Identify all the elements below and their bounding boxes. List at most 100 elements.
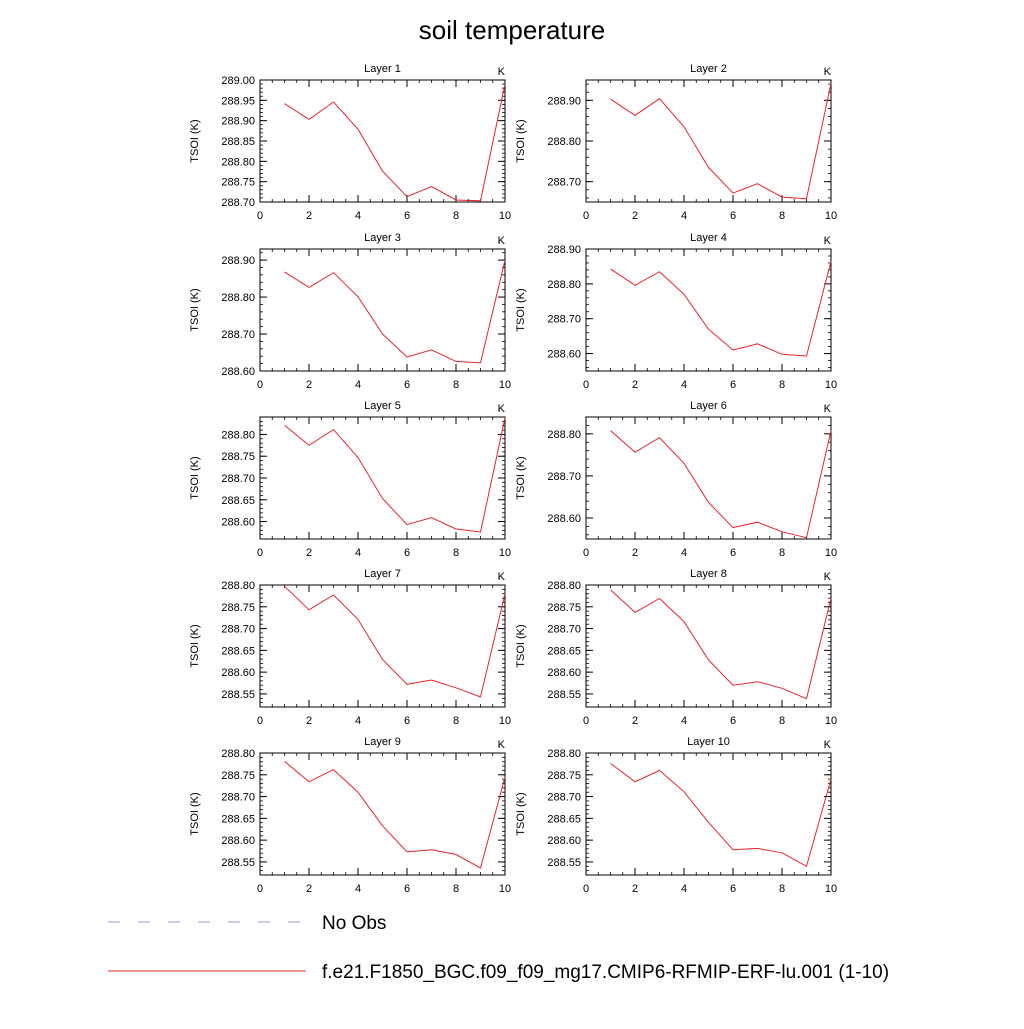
- series-line: [284, 417, 506, 533]
- series-line: [284, 760, 506, 869]
- y-tick-label: 288.80: [547, 748, 581, 760]
- y-tick-label: 288.70: [547, 792, 581, 804]
- panel-units: K: [824, 66, 832, 78]
- plot-frame: [259, 79, 506, 203]
- x-tick-label: 6: [730, 547, 736, 559]
- y-tick-label: 288.55: [221, 689, 255, 701]
- panel-title: Layer 3: [364, 232, 401, 244]
- x-tick-label: 10: [499, 210, 511, 222]
- x-tick-label: 10: [825, 210, 837, 222]
- x-tick-label: 2: [632, 883, 638, 895]
- panel-title: Layer 1: [364, 63, 401, 75]
- x-tick-label: 0: [583, 547, 589, 559]
- y-tick-label: 288.75: [547, 770, 581, 782]
- x-tick-label: 8: [453, 547, 459, 559]
- x-tick-label: 6: [730, 379, 736, 391]
- x-tick-label: 4: [681, 210, 687, 222]
- y-tick-label: 288.70: [221, 473, 255, 485]
- panel-title: Layer 8: [690, 568, 727, 580]
- series-line: [610, 261, 832, 357]
- x-tick-label: 6: [404, 547, 410, 559]
- x-tick-label: 2: [306, 715, 312, 727]
- y-tick-label: 288.80: [547, 279, 581, 291]
- y-tick-label: 288.60: [221, 366, 255, 378]
- plot-frame: [259, 248, 506, 372]
- x-tick-label: 4: [355, 715, 361, 727]
- y-tick-label: 288.90: [547, 244, 581, 256]
- x-tick-label: 8: [779, 883, 785, 895]
- y-tick-label: 288.60: [221, 517, 255, 529]
- panel-layer-7: Layer 7 K TSOI (K) 288.55 288.60 288.65 288.70…: [189, 568, 511, 727]
- panel-grid: Layer 1 K TSOI (K) 288.70 288.75 288.80 288.85…: [189, 63, 837, 895]
- y-tick-label: 288.60: [221, 835, 255, 847]
- y-tick-label: 288.70: [221, 329, 255, 341]
- y-axis-label: TSOI (K): [189, 456, 201, 499]
- plot-frame: [259, 584, 506, 708]
- panel-layer-2: Layer 2 K TSOI (K) 288.70 288.80 288.90 0 2 4 6 8 1…: [515, 63, 837, 222]
- x-tick-label: 8: [453, 379, 459, 391]
- y-tick-label: 288.70: [221, 624, 255, 636]
- panel-units: K: [498, 235, 506, 247]
- panel-title: Layer 9: [364, 736, 401, 748]
- plot-frame: [585, 79, 832, 203]
- panel-layer-10: Layer 10 K TSOI (K) 288.55 288.60 288.65 288.7…: [515, 736, 837, 895]
- y-tick-label: 289.00: [221, 75, 255, 87]
- y-tick-label: 288.60: [547, 349, 581, 361]
- x-tick-label: 10: [499, 883, 511, 895]
- y-tick-label: 288.85: [221, 136, 255, 148]
- x-tick-label: 6: [404, 379, 410, 391]
- x-tick-label: 10: [499, 715, 511, 727]
- x-tick-label: 10: [825, 379, 837, 391]
- x-tick-label: 8: [453, 210, 459, 222]
- x-tick-label: 8: [779, 379, 785, 391]
- series-line: [284, 585, 506, 698]
- panel-units: K: [498, 66, 506, 78]
- y-axis-label: TSOI (K): [515, 792, 527, 835]
- y-axis-label: TSOI (K): [189, 792, 201, 835]
- x-tick-label: 2: [306, 379, 312, 391]
- x-tick-label: 10: [825, 883, 837, 895]
- x-tick-label: 10: [825, 547, 837, 559]
- y-tick-label: 288.90: [221, 116, 255, 128]
- y-tick-label: 288.60: [547, 513, 581, 525]
- y-tick-label: 288.65: [221, 813, 255, 825]
- x-tick-label: 6: [730, 210, 736, 222]
- x-tick-label: 10: [825, 715, 837, 727]
- series-line: [610, 763, 832, 868]
- series-line: [610, 430, 832, 539]
- panel-layer-6: Layer 6 K TSOI (K) 288.60 288.70 288.80 0 2 4 6 8 1…: [515, 400, 837, 559]
- legend-model-label: f.e21.F1850_BGC.f09_f09_mg17.CMIP6-RFMIP…: [322, 962, 889, 983]
- y-tick-label: 288.80: [547, 580, 581, 592]
- panel-title: Layer 5: [364, 400, 401, 412]
- y-axis-label: TSOI (K): [189, 119, 201, 162]
- panel-title: Layer 4: [690, 232, 727, 244]
- y-tick-label: 288.70: [547, 624, 581, 636]
- panel-layer-4: Layer 4 K TSOI (K) 288.60 288.70 288.80 288.90…: [515, 232, 837, 391]
- y-tick-label: 288.75: [221, 770, 255, 782]
- series-line: [610, 589, 832, 700]
- y-tick-label: 288.70: [547, 471, 581, 483]
- x-tick-label: 4: [681, 547, 687, 559]
- y-tick-label: 288.70: [547, 177, 581, 189]
- x-tick-label: 0: [583, 715, 589, 727]
- x-tick-label: 2: [306, 547, 312, 559]
- y-tick-label: 288.75: [221, 451, 255, 463]
- panel-units: K: [824, 235, 832, 247]
- y-tick-label: 288.60: [547, 667, 581, 679]
- x-tick-label: 2: [306, 210, 312, 222]
- panel-title: Layer 2: [690, 63, 727, 75]
- x-tick-label: 2: [632, 715, 638, 727]
- x-tick-label: 8: [779, 715, 785, 727]
- y-tick-label: 288.65: [221, 495, 255, 507]
- x-tick-label: 8: [779, 547, 785, 559]
- legend: No Obs f.e21.F1850_BGC.f09_f09_mg17.CMIP…: [108, 913, 889, 983]
- series-line: [284, 83, 506, 202]
- x-tick-label: 2: [632, 379, 638, 391]
- panel-units: K: [498, 739, 506, 751]
- y-axis-label: TSOI (K): [515, 456, 527, 499]
- y-tick-label: 288.80: [221, 429, 255, 441]
- panel-layer-3: Layer 3 K TSOI (K) 288.60 288.70 288.80 288.90…: [189, 232, 511, 391]
- x-tick-label: 10: [499, 379, 511, 391]
- y-tick-label: 288.80: [547, 429, 581, 441]
